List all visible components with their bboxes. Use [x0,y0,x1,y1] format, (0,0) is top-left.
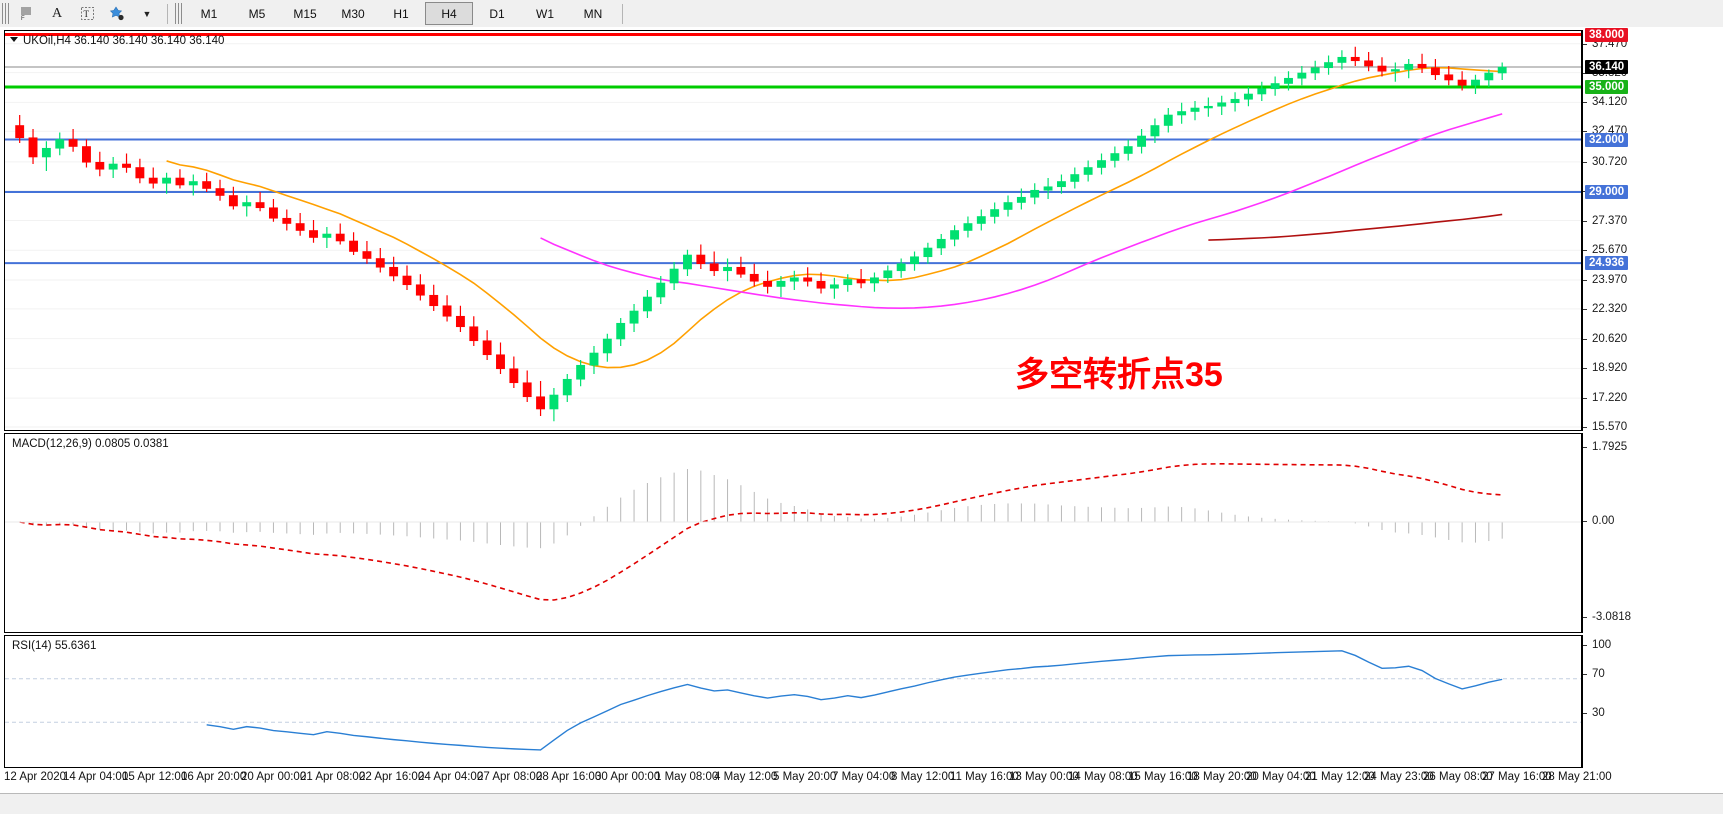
timeframe-m5[interactable]: M5 [248,6,266,21]
text-box-glyph: T [80,7,94,20]
timeframe-w1[interactable]: W1 [536,6,554,21]
status-bar [0,793,1723,814]
macd-tick: -3.0818 [1583,611,1631,623]
date-label: 20 May 04:00 [1246,771,1316,783]
timeframe-h1[interactable]: H1 [393,6,409,21]
chevron-glyph: ▼ [142,8,152,19]
letter-a-glyph: A [51,5,63,21]
toolbar-divider [167,3,168,24]
date-label: 22 Apr 16:00 [359,771,425,783]
toolbar-divider-2 [622,3,623,24]
rsi-tick: 100 [1583,639,1611,651]
date-label: 27 Apr 08:00 [477,771,543,783]
rsi-panel[interactable]: RSI(14) 55.6361 [4,635,1582,768]
date-label: 16 Apr 20:00 [181,771,247,783]
price-tag-pivot[interactable]: 35.000 [1585,80,1629,94]
price-tick: 23.970 [1583,274,1627,286]
price-tick: 22.320 [1583,303,1627,315]
price-tag-last-price[interactable]: 36.140 [1585,60,1629,75]
macd-plot [5,463,1581,601]
macd-tick: 0.00 [1583,515,1614,527]
date-axis[interactable]: 12 Apr 2020 14 Apr 04:00 15 Apr 12:00 16 Ap… [4,771,1719,789]
collapse-arrow-icon[interactable] [10,37,18,42]
price-tick: 15.570 [1583,421,1627,433]
date-label: 8 May 12:00 [891,771,955,783]
price-panel[interactable]: UKOil,H4 36.140 36.140 36.140 36.140 多空转… [4,30,1582,431]
date-label: 7 May 04:00 [832,771,896,783]
timeframe-d1[interactable]: D1 [489,6,505,21]
timeframe-grip[interactable] [175,3,182,24]
price-tag-support[interactable]: 32.000 [1585,132,1629,147]
price-tag-support[interactable]: 29.000 [1585,185,1629,199]
price-tick: 18.920 [1583,362,1627,374]
date-label: 12 Apr 2020 [4,771,67,783]
date-label: 28 Apr 16:00 [536,771,602,783]
chart-area: UKOil,H4 36.140 36.140 36.140 36.140 多空转… [0,27,1723,814]
price-tick: 20.620 [1583,333,1627,345]
date-label: 18 May 20:00 [1187,771,1257,783]
date-label: 20 Apr 00:00 [241,771,307,783]
symbol-ohlc-label: UKOil,H4 36.140 36.140 36.140 36.140 [23,35,225,47]
timeframe-h4[interactable]: H4 [425,2,473,25]
macd-tick: 1.7925 [1583,441,1627,453]
price-tick: 34.120 [1583,96,1627,108]
date-label: 1 May 08:00 [655,771,719,783]
date-label: 24 May 23:00 [1364,771,1434,783]
macd-panel[interactable]: MACD(12,26,9) 0.0805 0.0381 [4,433,1582,633]
price-tag-resistance[interactable]: 38.000 [1585,27,1629,42]
timeframe-m30[interactable]: M30 [341,6,365,21]
macd-scale[interactable]: 1.7925 0.00 -3.0818 [1582,433,1719,633]
price-tick: 27.370 [1583,215,1627,227]
date-label: 14 May 08:00 [1068,771,1138,783]
rsi-label: RSI(14) 55.6361 [12,640,97,652]
rsi-tick: 30 [1583,707,1605,719]
main-toolbar: F A T ▼ M1 M5 M15 M30 H1 H4 D1 W1 MN [0,0,1723,28]
toolbar-grip[interactable] [2,3,9,24]
timeframe-group: M1 M5 M15 M30 H1 H4 D1 W1 MN [185,2,617,25]
date-label: 15 May 16:00 [1128,771,1198,783]
chart-annotation: 多空转折点35 [1015,356,1223,394]
date-label: 14 Apr 04:00 [63,771,129,783]
date-label: 4 May 12:00 [714,771,778,783]
date-label: 21 Apr 08:00 [300,771,366,783]
timeframe-m15[interactable]: M15 [293,6,317,21]
shapes-glyph [109,6,124,21]
svg-text:F: F [21,16,25,21]
price-tick: 30.720 [1583,156,1627,168]
date-label: 15 Apr 12:00 [122,771,188,783]
rsi-tick: 70 [1583,668,1605,680]
date-label: 27 May 16:00 [1482,771,1552,783]
date-label: 13 May 00:00 [1009,771,1079,783]
crosshair-f-icon[interactable]: F [13,1,41,26]
price-tick: 17.220 [1583,392,1627,404]
date-label: 30 Apr 00:00 [595,771,661,783]
timeframe-mn[interactable]: MN [583,6,603,21]
timeframe-m1[interactable]: M1 [200,6,218,21]
date-label: 26 May 08:00 [1423,771,1493,783]
date-label: 21 May 12:00 [1305,771,1375,783]
rsi-plot [5,650,1581,751]
price-plot [5,33,1581,428]
text-box-icon[interactable]: T [73,1,101,26]
rsi-scale[interactable]: 100 70 30 [1582,635,1719,768]
price-tag-support[interactable]: 24.936 [1585,256,1629,271]
svg-text:T: T [83,9,89,19]
text-a-icon[interactable]: A [43,1,71,26]
date-label: 5 May 20:00 [773,771,837,783]
macd-label: MACD(12,26,9) 0.0805 0.0381 [12,438,169,450]
shapes-icon[interactable] [103,1,131,26]
crosshair-f-glyph: F [20,7,31,21]
chevron-down-icon[interactable]: ▼ [133,1,161,26]
date-label: 28 May 21:00 [1542,771,1612,783]
date-label: 11 May 16:00 [950,771,1019,783]
price-scale[interactable]: 37.47035.82034.12032.47030.72029.07027.3… [1582,27,1719,433]
date-label: 24 Apr 04:00 [418,771,484,783]
price-tick: 25.670 [1583,244,1627,256]
